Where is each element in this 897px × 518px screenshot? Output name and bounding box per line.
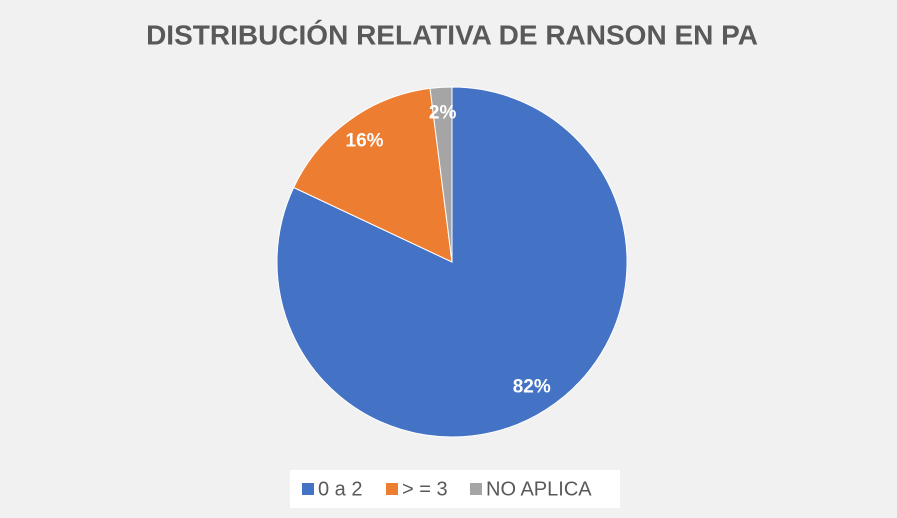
pie-slice — [292, 87, 453, 263]
legend-box — [290, 470, 620, 508]
legend-swatch — [470, 483, 482, 495]
data-label: 2% — [429, 103, 457, 124]
pie-slice — [429, 86, 453, 263]
chart-title: DISTRIBUCIÓN RELATIVA DE RANSON EN PA — [146, 19, 758, 50]
legend-swatch — [302, 483, 314, 495]
legend-swatch — [386, 483, 398, 495]
data-label: 16% — [346, 131, 384, 152]
legend-label: NO APLICA — [486, 478, 592, 500]
data-label: 82% — [513, 377, 551, 398]
legend-label: > = 3 — [402, 478, 448, 500]
legend-label: 0 a 2 — [318, 478, 362, 500]
